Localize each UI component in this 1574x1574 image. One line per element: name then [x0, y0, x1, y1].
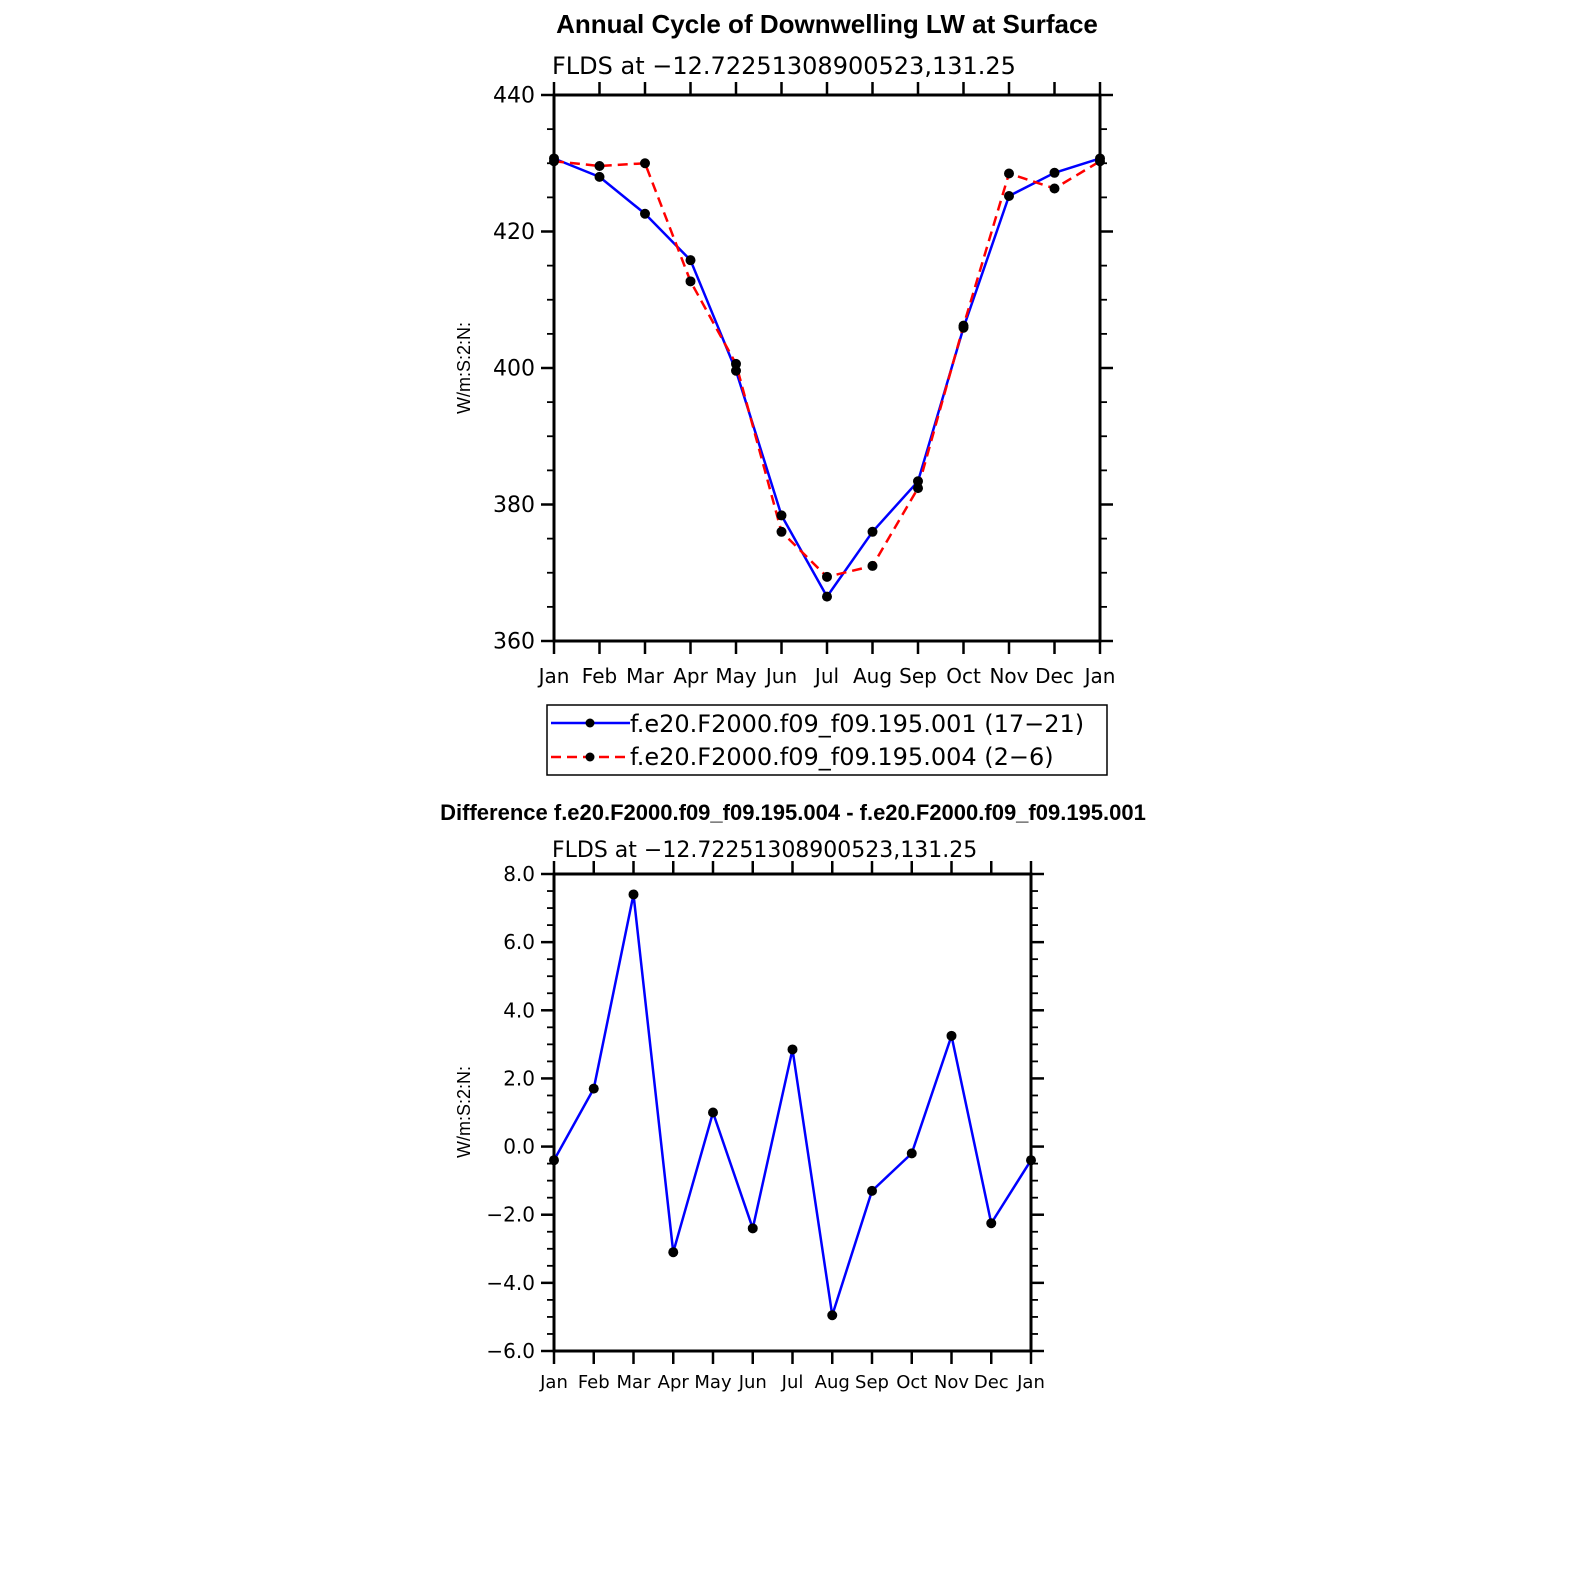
data-point-series-1: [668, 1247, 679, 1258]
y-tick-label: 360: [493, 630, 535, 655]
bottom-chart-plot-frame: [552, 872, 1033, 1353]
y-tick-label: −4.0: [486, 1271, 535, 1295]
bottom-chart-ylabel: W/m:S:2:N:: [454, 1066, 474, 1158]
x-tick-label: Dec: [974, 1372, 1009, 1393]
top-chart-legend: f.e20.F2000.f09_f09.195.001 (17−21) f.e2…: [546, 704, 1108, 776]
x-tick-label: Jan: [1083, 664, 1116, 688]
bottom-chart-subtitle: FLDS at −12.72251308900523,131.25: [552, 838, 977, 863]
data-point-series-2: [594, 160, 605, 171]
y-tick-label: 4.0: [503, 998, 535, 1022]
legend-label-series-1: f.e20.F2000.f09_f09.195.001 (17−21): [630, 710, 1084, 738]
data-point-series-1: [822, 591, 832, 602]
legend-label-series-2: f.e20.F2000.f09_f09.195.004 (2−6): [630, 743, 1054, 771]
x-tick-label: Mar: [617, 1372, 652, 1393]
data-point-series-1: [867, 526, 878, 537]
data-point-series-1: [946, 1030, 957, 1041]
x-tick-label: Nov: [934, 1372, 969, 1393]
data-point-series-2: [731, 358, 741, 369]
data-point-series-2: [685, 276, 696, 287]
data-point-series-1: [588, 1083, 599, 1094]
x-tick-label: Jun: [764, 664, 797, 688]
x-tick-label: May: [694, 1372, 732, 1393]
legend-marker-series-1: [585, 718, 595, 728]
x-tick-label: Jul: [781, 1372, 804, 1393]
data-point-series-1: [776, 510, 787, 521]
x-tick-label: Dec: [1035, 664, 1074, 688]
data-point-series-2: [867, 560, 878, 571]
x-tick-label: Jan: [1016, 1372, 1045, 1393]
data-point-series-2: [1049, 183, 1060, 194]
data-point-series-1: [867, 1185, 877, 1196]
annual-cycle-chart: Annual Cycle of Downwelling LW at Surfac…: [454, 9, 1116, 776]
y-tick-label: −2.0: [486, 1203, 535, 1227]
data-point-series-1: [827, 1310, 838, 1321]
y-tick-label: 440: [493, 84, 535, 109]
y-tick-label: 400: [493, 357, 535, 382]
top-chart-title: Annual Cycle of Downwelling LW at Surfac…: [556, 9, 1098, 39]
data-point-series-2: [549, 156, 559, 167]
data-point-series-1: [640, 208, 650, 219]
series-line-2: [553, 159, 1101, 579]
series-line-1: [553, 157, 1101, 598]
data-point-series-1: [986, 1218, 997, 1229]
data-point-series-2: [958, 320, 969, 331]
data-point-series-2: [1004, 168, 1014, 179]
y-tick-label: 0.0: [503, 1135, 535, 1159]
data-point-series-1: [906, 1148, 917, 1159]
data-point-series-1: [1004, 191, 1014, 202]
x-tick-label: Aug: [853, 664, 892, 688]
y-tick-label: 8.0: [503, 862, 535, 886]
data-point-series-1: [747, 1223, 758, 1234]
x-tick-label: Feb: [582, 664, 617, 688]
x-tick-label: Oct: [896, 1372, 927, 1393]
x-tick-label: Oct: [946, 664, 981, 688]
x-tick-label: Jan: [539, 1372, 568, 1393]
y-tick-label: 380: [493, 493, 535, 518]
data-point-series-1: [787, 1044, 798, 1055]
data-point-series-2: [776, 526, 787, 537]
legend-box: [546, 704, 1108, 776]
y-tick-label: 2.0: [503, 1066, 535, 1090]
data-point-series-2: [1095, 156, 1105, 167]
data-point-series-1: [708, 1107, 718, 1118]
x-tick-label: Jul: [813, 664, 839, 688]
x-tick-label: Sep: [855, 1372, 889, 1393]
data-point-series-2: [640, 158, 650, 169]
legend-marker-series-2: [585, 752, 595, 762]
x-tick-label: Jan: [537, 664, 570, 688]
x-tick-label: May: [715, 664, 757, 688]
data-point-series-1: [685, 255, 696, 266]
data-point-series-1: [628, 889, 639, 900]
x-tick-label: Sep: [899, 664, 937, 688]
bottom-chart-title: Difference f.e20.F2000.f09_f09.195.004 -…: [440, 800, 1146, 825]
data-point-series-2: [822, 571, 832, 582]
data-point-series-1: [594, 171, 605, 182]
x-tick-label: Aug: [815, 1372, 850, 1393]
x-tick-label: Nov: [989, 664, 1028, 688]
top-chart-subtitle: FLDS at −12.72251308900523,131.25: [552, 52, 1016, 80]
data-point-series-2: [913, 483, 923, 494]
difference-chart: Difference f.e20.F2000.f09_f09.195.004 -…: [440, 800, 1146, 1393]
top-chart-ylabel: W/m:S:2:N:: [454, 322, 474, 414]
series-line-1: [552, 893, 1033, 1317]
data-point-series-1: [1049, 167, 1060, 178]
x-tick-label: Apr: [673, 664, 708, 688]
x-tick-label: Jun: [738, 1372, 767, 1393]
x-tick-label: Mar: [626, 664, 665, 688]
y-tick-label: 6.0: [503, 930, 535, 954]
y-tick-label: −6.0: [486, 1339, 535, 1363]
x-tick-label: Feb: [578, 1372, 610, 1393]
x-tick-label: Apr: [658, 1372, 690, 1393]
data-point-series-1: [1026, 1155, 1036, 1166]
y-tick-label: 420: [493, 220, 535, 245]
data-point-series-1: [549, 1155, 559, 1166]
